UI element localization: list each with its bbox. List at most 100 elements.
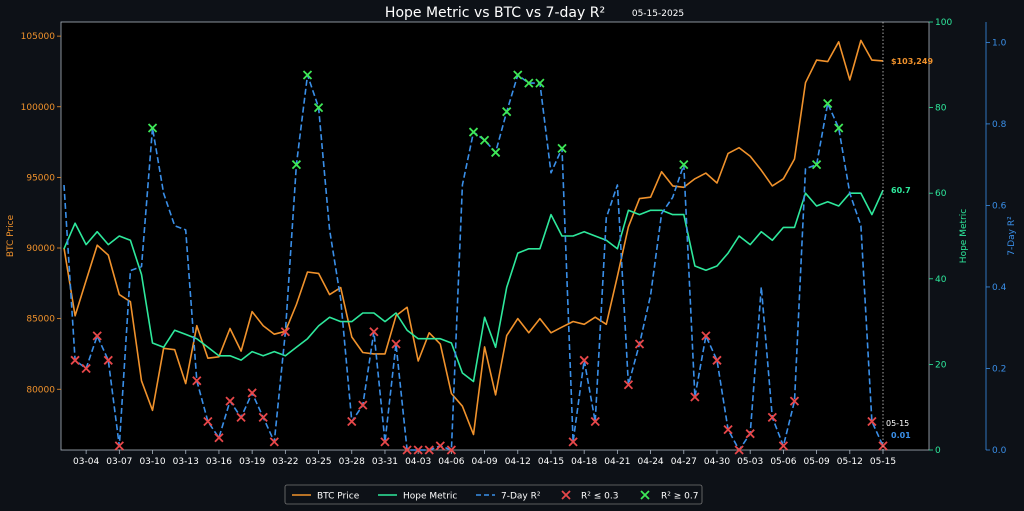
r2-low-marker <box>568 437 578 447</box>
x-tick-label: 03-10 <box>139 457 165 467</box>
x-tick-label: 04-03 <box>405 457 431 467</box>
y-axis-label-r2: 7-Day R² <box>1007 216 1017 256</box>
markers-group <box>70 70 888 455</box>
x-tick-label: 04-27 <box>671 457 697 467</box>
x-tick-label: 05-06 <box>770 457 796 467</box>
x-tick-label: 05-15 <box>870 457 896 467</box>
r2-high-marker-stroke <box>535 78 545 88</box>
r2-low-marker-stroke <box>745 429 755 439</box>
r2-low-marker-stroke <box>446 445 457 455</box>
axes-group: 03-04 03-07 03-10 03-13 03-16 03-19 03-22 03-25… <box>21 18 1007 467</box>
r2-low-marker-stroke <box>391 339 401 349</box>
x-tick-label: 03-16 <box>206 457 232 467</box>
r2-high-marker <box>502 107 512 117</box>
hope-metric-line <box>63 189 884 383</box>
r2-low-marker-stroke <box>236 412 246 423</box>
r2-high-marker <box>811 160 822 170</box>
r2-low-marker-stroke <box>568 437 578 447</box>
r2-high-marker <box>479 135 490 145</box>
r2-high-marker-stroke <box>490 147 501 158</box>
x-tick-label: 04-15 <box>538 457 564 467</box>
r2-high-marker <box>524 78 534 88</box>
x-tick-label: 05-12 <box>837 457 863 467</box>
r2-high-marker-stroke <box>479 135 490 145</box>
r2-high-marker-stroke <box>147 123 158 133</box>
chart-date-label: 05-15-2025 <box>632 9 684 19</box>
legend-high-label: R² ≥ 0.7 <box>661 492 698 502</box>
x-tick-label: 05-09 <box>804 457 830 467</box>
r2-high-marker-stroke <box>679 160 689 170</box>
legend-low-marker <box>561 490 571 500</box>
r2-high-marker <box>535 78 545 88</box>
r2-low-marker <box>579 355 589 365</box>
r2-low-marker-stroke <box>789 396 800 406</box>
x-tick-label: 04-30 <box>704 457 730 467</box>
r2-low-marker-stroke <box>225 396 235 406</box>
r2-high-marker <box>513 70 523 80</box>
r2-low-marker <box>623 380 634 390</box>
hope-tick-label: 20 <box>935 360 947 370</box>
r2-low-marker <box>734 445 744 455</box>
r2-tick-label: 0.8 <box>992 120 1007 130</box>
r2-low-marker <box>391 339 401 349</box>
r2-low-marker-stroke <box>701 331 711 341</box>
btc-tick-label: 95000 <box>26 173 55 183</box>
x-tick-label: 04-06 <box>438 457 464 467</box>
r2-low-marker <box>778 441 789 451</box>
btc-tick-label: 105000 <box>21 32 56 42</box>
x-tick-label: 04-18 <box>571 457 597 467</box>
btc-tick-label: 85000 <box>26 315 55 325</box>
r2-low-marker-stroke <box>280 327 290 337</box>
r2-low-marker-stroke <box>778 441 789 451</box>
r2-low-marker <box>269 437 279 447</box>
r2-tick-label: 0.2 <box>992 364 1006 374</box>
r2-high-marker-stroke <box>557 143 567 153</box>
plot-area <box>60 21 930 451</box>
r2-high-marker-stroke <box>313 102 324 113</box>
r2-low-marker <box>690 392 700 402</box>
last-hope-value-label: 60.7 <box>891 186 911 195</box>
legend-low-label: R² ≤ 0.3 <box>581 492 618 502</box>
y-axis-label-hope: Hope Metric <box>959 209 969 263</box>
btc-tick-label: 90000 <box>26 244 55 254</box>
r2-low-marker <box>402 445 412 455</box>
r2-low-marker <box>413 445 423 455</box>
r2-high-marker-stroke <box>524 78 534 88</box>
r2-low-marker-stroke <box>92 331 102 341</box>
r2-low-marker-stroke <box>192 376 202 386</box>
r2-low-marker-stroke <box>435 441 445 451</box>
r2-high-marker <box>823 98 833 109</box>
r2-high-marker <box>834 123 844 133</box>
legend-r2-label: 7-Day R² <box>501 492 541 502</box>
r2-tick-label: 0.4 <box>992 283 1007 293</box>
x-tick-label: 03-19 <box>239 457 265 467</box>
r2-low-marker-stroke <box>203 416 213 427</box>
btc-tick-label: 100000 <box>21 103 56 113</box>
last-btc-value-label: $103,249 <box>891 57 933 66</box>
r2-low-marker <box>236 412 246 423</box>
r2-high-marker <box>679 160 689 170</box>
r2-high-marker-stroke <box>811 160 822 170</box>
hope-tick-label: 80 <box>935 104 947 114</box>
x-tick-label: 04-21 <box>604 457 630 467</box>
r2-low-marker-stroke <box>402 445 412 455</box>
y-axis-label-btc: BTC Price <box>6 214 16 257</box>
last-date-label: 05-15 <box>886 419 909 428</box>
r2-low-marker <box>446 445 457 455</box>
x-tick-label: 03-04 <box>73 457 99 467</box>
r2-low-marker-stroke <box>81 363 91 374</box>
r2-low-marker-stroke <box>867 416 877 427</box>
r2-high-marker <box>147 123 158 133</box>
r2-low-marker-stroke <box>723 424 733 435</box>
r2-low-marker-stroke <box>734 445 744 455</box>
x-tick-label: 03-31 <box>372 457 398 467</box>
r2-low-marker <box>634 339 645 349</box>
r2-low-marker-stroke <box>214 433 224 443</box>
r2-low-marker <box>70 355 80 365</box>
r2-low-marker <box>867 416 877 427</box>
r2-low-marker <box>92 331 102 341</box>
last-r2-value-label: 0.01 <box>891 431 911 440</box>
r2-high-marker <box>468 127 479 137</box>
r2-tick-label: 0.6 <box>992 201 1007 211</box>
